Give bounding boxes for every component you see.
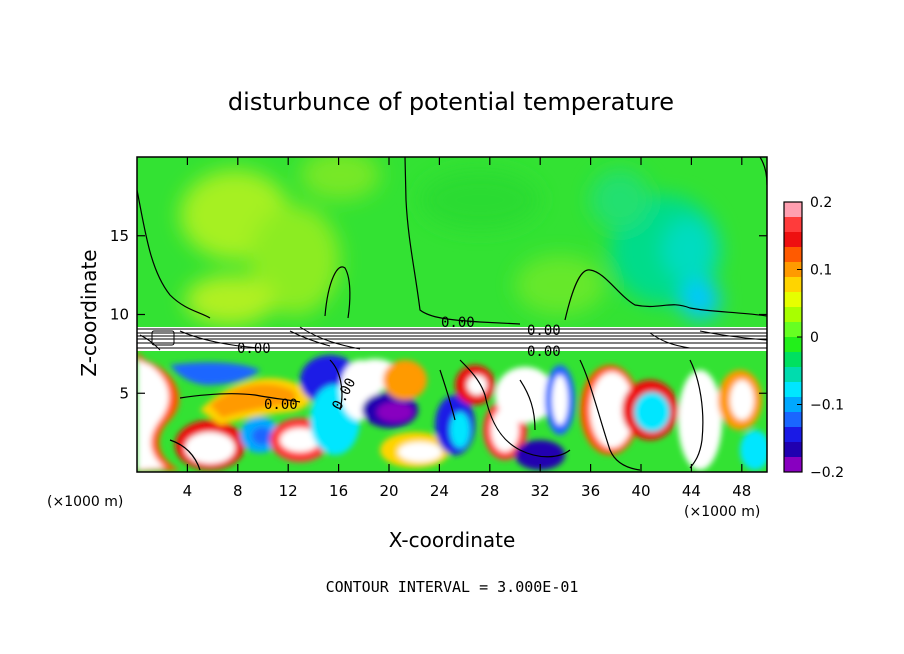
colorbar-swatch bbox=[784, 382, 802, 398]
colorbar-tick-label: 0.1 bbox=[810, 263, 832, 279]
contour-interval-note: CONTOUR INTERVAL = 3.000E-01 bbox=[326, 578, 579, 596]
y-axis-label: Z-coordinate bbox=[77, 249, 101, 376]
contour-label: 0.00 bbox=[527, 344, 561, 360]
colorbar-tick-label: 0.2 bbox=[810, 195, 832, 211]
x-tick-label: 28 bbox=[480, 482, 499, 500]
x-tick-label: 36 bbox=[581, 482, 600, 500]
contour-label: 0.00 bbox=[527, 323, 561, 339]
contour-label: 0.00 bbox=[264, 397, 298, 413]
contour-label: 0.00 bbox=[441, 315, 475, 331]
colorbar-tick-label: −0.1 bbox=[810, 398, 844, 414]
field-upper-patches bbox=[180, 157, 720, 325]
colorbar-swatch bbox=[784, 217, 802, 233]
colorbar-swatch bbox=[784, 277, 802, 293]
x-tick-label: 20 bbox=[379, 482, 398, 500]
chart-title: disturbunce of potential temperature bbox=[228, 88, 674, 116]
x-tick-label: 8 bbox=[233, 482, 243, 500]
field-lower-structures bbox=[137, 352, 767, 472]
colorbar-swatch bbox=[784, 427, 802, 443]
colorbar-swatch bbox=[784, 457, 802, 473]
colorbar-swatch bbox=[784, 367, 802, 383]
colorbar-swatch bbox=[784, 337, 802, 353]
colorbar-tick-label: 0 bbox=[810, 330, 819, 346]
x-tick-label: 44 bbox=[682, 482, 701, 500]
colorbar-tick-label: −0.2 bbox=[810, 465, 844, 481]
band-contours bbox=[137, 326, 767, 351]
colorbar-swatch bbox=[784, 322, 802, 338]
x-unit-right: (×1000 m) bbox=[684, 504, 760, 520]
x-tick-label: 48 bbox=[732, 482, 751, 500]
colorbar: 0.2 0.1 0 −0.1 −0.2 bbox=[783, 195, 844, 481]
contour-label: 0.00 bbox=[237, 341, 271, 357]
colorbar-swatch bbox=[784, 202, 802, 218]
x-tick-label: 40 bbox=[631, 482, 650, 500]
x-tick-label: 12 bbox=[279, 482, 298, 500]
x-axis: 4 8 12 16 20 24 28 32 36 40 44 48 bbox=[183, 157, 751, 500]
y-tick-label: 10 bbox=[110, 306, 129, 324]
colorbar-swatch bbox=[784, 412, 802, 428]
colorbar-swatch bbox=[784, 442, 802, 458]
x-unit-left: (×1000 m) bbox=[47, 494, 123, 510]
x-tick-label: 24 bbox=[430, 482, 449, 500]
colorbar-swatch bbox=[784, 352, 802, 368]
y-tick-label: 15 bbox=[110, 227, 129, 245]
colorbar-swatch bbox=[784, 307, 802, 323]
y-axis: 5 10 15 bbox=[110, 227, 767, 402]
x-tick-label: 16 bbox=[329, 482, 348, 500]
colorbar-swatch bbox=[784, 292, 802, 308]
colorbar-swatch bbox=[784, 262, 802, 278]
colorbar-swatch bbox=[784, 397, 802, 413]
x-axis-label: X-coordinate bbox=[389, 528, 516, 552]
colorbar-swatch bbox=[784, 247, 802, 263]
x-tick-label: 32 bbox=[531, 482, 550, 500]
x-tick-label: 4 bbox=[183, 482, 193, 500]
contour-lines bbox=[137, 157, 767, 471]
plot-area: 0.00 0.00 0.00 0.00 0.00 0.00 bbox=[137, 157, 767, 472]
y-tick-label: 5 bbox=[119, 384, 129, 402]
colorbar-swatch bbox=[784, 232, 802, 248]
